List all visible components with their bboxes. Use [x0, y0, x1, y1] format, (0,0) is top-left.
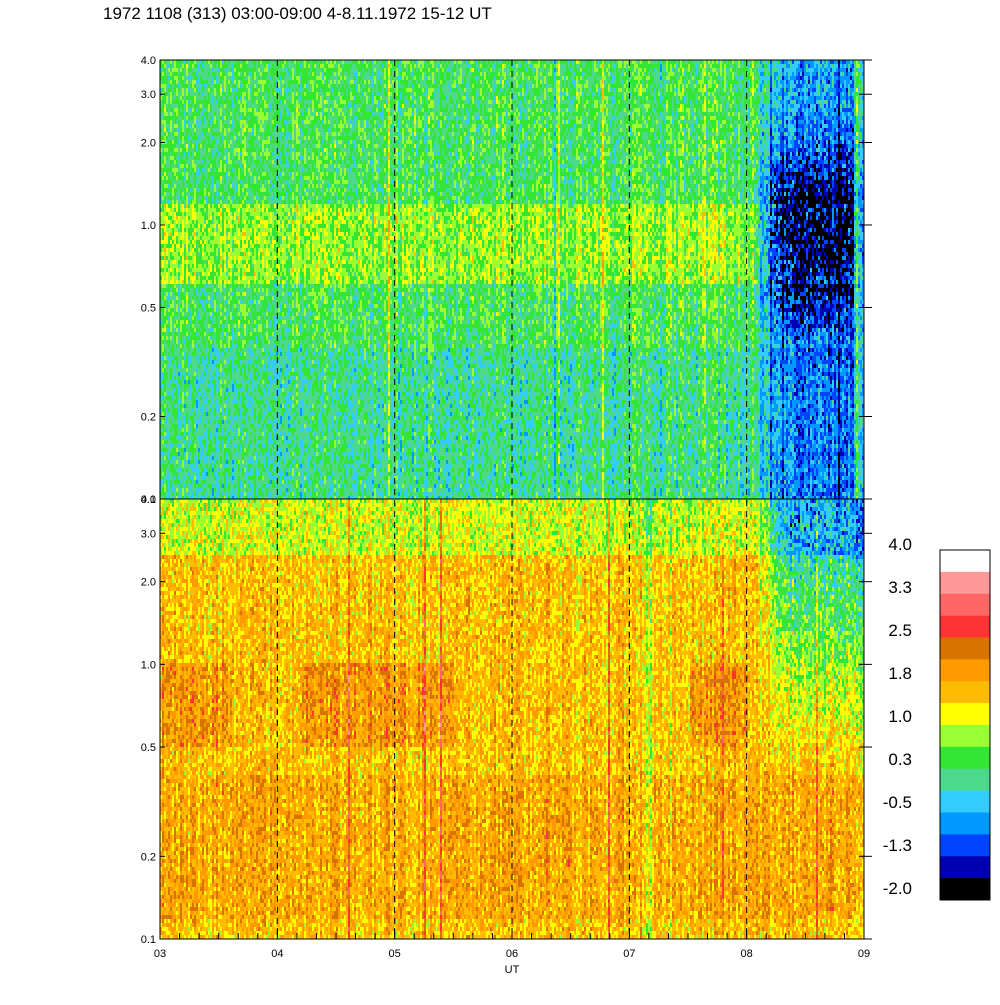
heatmap-layer [160, 60, 865, 940]
chart-title: 1972 1108 (313) 03:00-09:00 4-8.11.1972 … [103, 4, 492, 24]
